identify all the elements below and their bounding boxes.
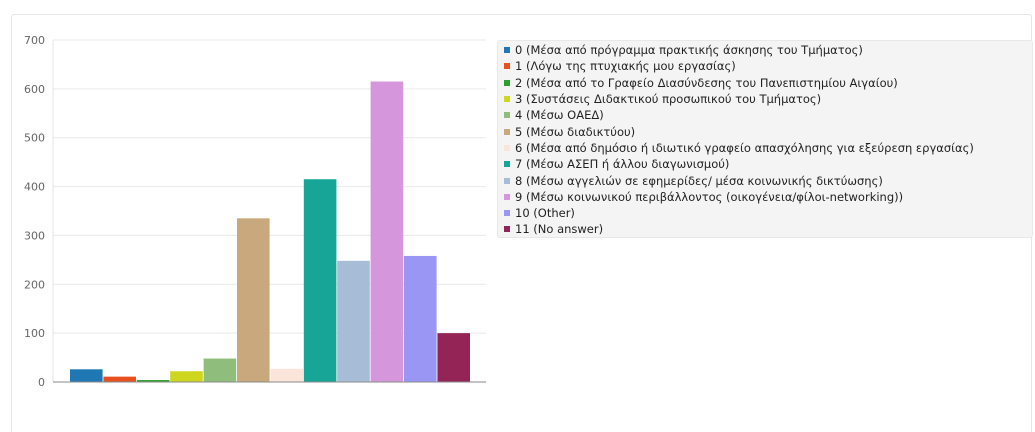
bar-5 (237, 218, 270, 382)
legend-swatch (504, 96, 510, 103)
legend-label: 7 (Μέσω ΑΣΕΠ ή άλλου διαγωνισμού) (515, 157, 730, 172)
legend-item-4: 4 (Μέσω ΟΑΕΔ) (504, 107, 1032, 123)
legend-label: 3 (Συστάσεις Διδακτικού προσωπικού του Τ… (515, 92, 822, 107)
legend-item-8: 8 (Μέσω αγγελιών σε εφημερίδες/ μέσα κοι… (504, 172, 1032, 188)
legend-item-10: 10 (Other) (504, 205, 1032, 221)
y-tick-label: 0 (38, 376, 45, 389)
legend-label: 8 (Μέσω αγγελιών σε εφημερίδες/ μέσα κοι… (515, 173, 883, 188)
legend-item-2: 2 (Μέσα από το Γραφείο Διασύνδεσης του Π… (504, 75, 1032, 91)
bar-7 (303, 179, 337, 382)
bar-4 (203, 358, 237, 382)
legend-label: 2 (Μέσα από το Γραφείο Διασύνδεσης του Π… (515, 75, 898, 90)
legend-swatch (504, 210, 510, 217)
bar-6 (270, 368, 303, 382)
legend-item-0: 0 (Μέσα από πρόγραμμα πρακτικής άσκησης … (504, 42, 1032, 58)
bar-10 (404, 255, 437, 382)
y-tick-label: 300 (24, 229, 45, 242)
legend-label: 9 (Μέσω κοινωνικού περιβάλλοντος (οικογέ… (515, 189, 904, 204)
legend-label: 0 (Μέσα από πρόγραμμα πρακτικής άσκησης … (515, 43, 863, 58)
legend-swatch (504, 177, 510, 184)
y-tick-label: 200 (24, 278, 45, 291)
chart-legend: 0 (Μέσα από πρόγραμμα πρακτικής άσκησης … (497, 40, 1033, 238)
legend-swatch (504, 193, 510, 200)
legend-swatch (504, 144, 510, 151)
bar-3 (170, 371, 203, 382)
legend-item-6: 6 (Μέσα από δημόσιο ή ιδιωτικό γραφείο α… (504, 140, 1032, 156)
legend-item-11: 11 (No answer) (504, 221, 1032, 237)
bar-0 (70, 369, 103, 382)
y-tick-label: 100 (24, 327, 45, 340)
legend-label: 6 (Μέσα από δημόσιο ή ιδιωτικό γραφείο α… (515, 140, 974, 155)
y-axis-tick-labels: 0 100 200 300 400 500 600 700 (24, 34, 45, 389)
bar-8 (337, 260, 370, 382)
y-tick-label: 400 (24, 181, 45, 194)
legend-label: 4 (Μέσω ΟΑΕΔ) (515, 108, 604, 123)
bar-9 (370, 81, 404, 382)
legend-swatch (504, 63, 510, 70)
legend-label: 11 (No answer) (515, 222, 604, 237)
legend-item-7: 7 (Μέσω ΑΣΕΠ ή άλλου διαγωνισμού) (504, 156, 1032, 172)
legend-item-3: 3 (Συστάσεις Διδακτικού προσωπικού του Τ… (504, 91, 1032, 107)
legend-label: 10 (Other) (515, 206, 575, 221)
legend-swatch (504, 47, 510, 54)
legend-swatch (504, 161, 510, 168)
y-tick-label: 500 (24, 132, 45, 145)
y-tick-label: 600 (24, 83, 45, 96)
bars (70, 81, 470, 382)
bar-1 (103, 376, 136, 382)
legend-swatch (504, 226, 510, 233)
legend-label: 1 (Λόγω της πτυχιακής μου εργασίας) (515, 59, 736, 74)
legend-swatch (504, 128, 510, 135)
bar-2 (136, 380, 170, 382)
legend-item-1: 1 (Λόγω της πτυχιακής μου εργασίας) (504, 58, 1032, 74)
y-tick-label: 700 (24, 34, 45, 47)
legend-label: 5 (Μέσω διαδικτύου) (515, 124, 636, 139)
legend-swatch (504, 79, 510, 86)
legend-item-9: 9 (Μέσω κοινωνικού περιβάλλοντος (οικογέ… (504, 189, 1032, 205)
axes (52, 40, 486, 383)
legend-swatch (504, 112, 510, 119)
bar-11 (437, 333, 470, 382)
legend-item-5: 5 (Μέσω διαδικτύου) (504, 123, 1032, 139)
